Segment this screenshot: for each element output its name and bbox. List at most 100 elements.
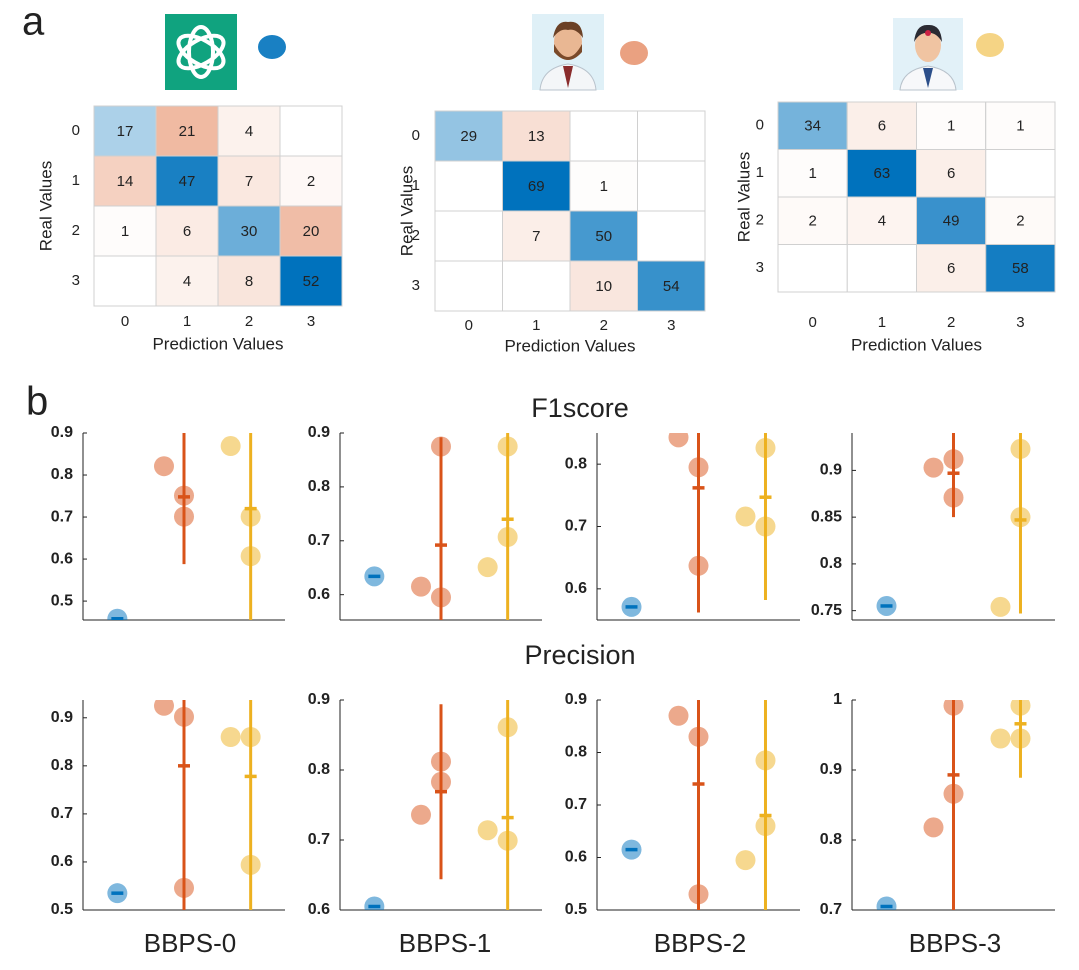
heat-cell [916,101,987,150]
y-tick-label: 0.7 [820,901,842,918]
point [497,717,518,738]
point [497,436,518,457]
point [431,587,451,608]
cell-label: 7 [245,173,253,190]
cell-label: 69 [528,178,545,195]
x-tick-label: 3 [1016,314,1024,331]
y-tick-label: 0.8 [308,761,330,778]
point [735,850,756,871]
cell-border [93,255,157,307]
legend-swatch [620,41,648,65]
panel-label: b [26,380,48,424]
cell-border [637,210,706,262]
point [668,433,689,448]
y-tick-label: 3 [72,272,80,289]
point [735,506,756,527]
point [755,816,776,836]
heat-cell [985,196,1056,245]
y-tick-label: 0.8 [51,466,73,483]
y-tick-label: 0.7 [565,518,587,535]
y-tick-label: 0.6 [565,849,587,866]
y-tick-label: 0 [72,122,80,139]
x-tick-label: 0 [465,317,473,334]
cell-label: 1 [1016,118,1024,135]
point [220,727,241,748]
x-tick-label: 3 [667,317,675,334]
y-tick-label: 0 [756,117,764,134]
point [943,783,964,804]
cell-label: 1 [600,178,608,195]
cell-border [846,244,917,293]
point [990,596,1011,617]
cell-label: 29 [460,128,477,145]
y-tick-label: 0.6 [565,580,587,597]
cell-label: 47 [179,173,196,190]
heat-cell [279,205,343,257]
plot-area [621,700,776,910]
point [154,456,174,477]
plot-area [876,433,1031,617]
x-tick-label: 1 [532,317,540,334]
point [240,506,261,527]
heat-cell [93,155,157,207]
x-axis-label: Prediction Values [504,336,635,355]
y-tick-label: 0.7 [308,532,330,549]
y-tick-label: 0.75 [811,602,842,619]
y-tick-label: 0.9 [308,424,330,441]
y-tick-label: 0.8 [820,831,842,848]
y-axis-label: Real Values [734,152,753,242]
point [943,449,964,470]
point [1010,700,1031,716]
point [431,751,451,772]
section-title: Precision [524,640,635,670]
heat-cell [93,205,157,257]
point [923,817,944,838]
point [240,546,261,567]
cell-label: 1 [121,223,129,240]
y-tick-label: 0.9 [820,761,842,778]
heat-cell [279,255,343,307]
cell-label: 20 [303,223,320,240]
y-tick-label: 0.9 [820,462,842,479]
cell-border [434,160,503,212]
cell-label: 2 [1016,213,1024,230]
y-tick-label: 0.9 [565,691,587,708]
heat-cell [846,196,917,245]
point [688,555,709,576]
cell-label: 54 [663,278,680,295]
point [497,527,518,548]
y-tick-label: 0.7 [51,508,73,525]
cell-label: 30 [241,223,258,240]
point [1010,438,1031,459]
cell-label: 50 [595,228,612,245]
cell-label: 4 [878,213,886,230]
y-tick-label: 0.8 [565,744,587,761]
cell-label: 6 [947,260,955,277]
y-tick-label: 0.6 [308,901,330,918]
legend [258,33,1004,65]
y-tick-label: 0.6 [51,853,73,870]
y-tick-label: 0.8 [565,455,587,472]
heat-cell [217,105,281,157]
x-tick-label: 0 [808,314,816,331]
cell-label: 17 [117,123,134,140]
y-tick-label: 0.9 [51,424,73,441]
point [688,884,709,905]
y-axis-label: Real Values [397,166,416,256]
plot-area [876,700,1031,910]
section-title: F1score [531,393,629,423]
cell-border [985,149,1056,198]
point [411,804,431,825]
cell-label: 2 [307,173,315,190]
plot-area [621,433,776,617]
cell-border [637,110,706,162]
point [688,726,709,747]
heat-cell [502,110,571,162]
cell-label: 1 [808,165,816,182]
y-tick-label: 3 [412,277,420,294]
x-tick-label: 1 [878,314,886,331]
cell-label: 21 [179,123,196,140]
y-tick-label: 1 [412,177,420,194]
x-tick-label: 2 [245,313,253,330]
